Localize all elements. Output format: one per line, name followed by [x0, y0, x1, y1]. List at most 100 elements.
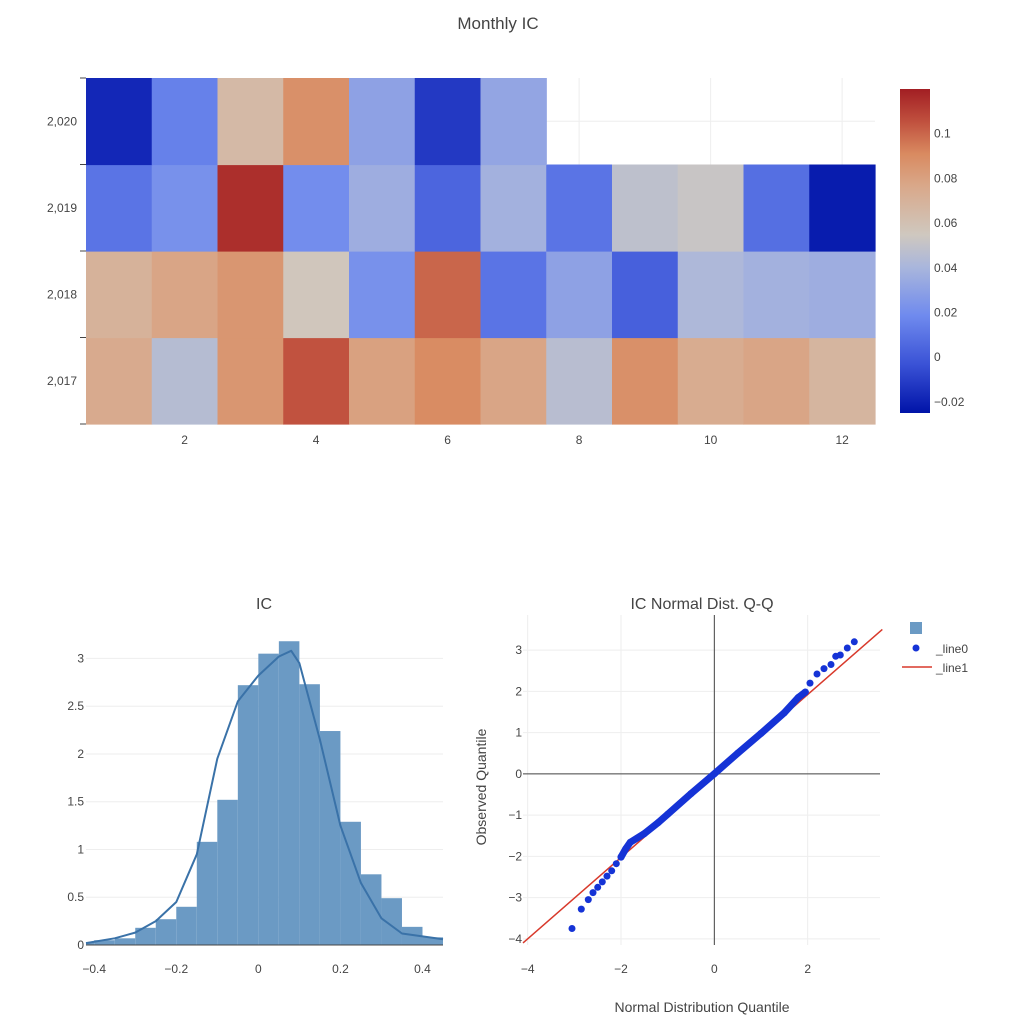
heatmap-cell — [151, 251, 219, 339]
qq-x-tick-label: −2 — [614, 962, 628, 976]
heatmap-cell — [86, 251, 153, 339]
histogram-y-tick-label: 0.5 — [67, 890, 84, 904]
histogram-y-tick-label: 1.5 — [67, 795, 84, 809]
qq-point — [568, 925, 576, 932]
histogram-bar — [319, 731, 341, 945]
legend: _line0 _line1 — [902, 622, 968, 675]
legend-swatch-histogram[interactable] — [910, 622, 922, 634]
heatmap-x-tick-label: 6 — [444, 433, 451, 447]
histogram-bar — [135, 927, 156, 945]
histogram-y-tick-label: 0 — [77, 938, 84, 952]
histogram-x-tick-label: −0.2 — [164, 962, 188, 976]
kde-line — [85, 649, 444, 945]
heatmap-cell — [677, 337, 745, 425]
qq-point — [801, 688, 809, 696]
heatmap-x-tick-label: 4 — [313, 433, 320, 447]
qq-point — [598, 878, 606, 886]
heatmap-x-tick-label: 8 — [576, 433, 583, 447]
qq-point — [608, 867, 616, 875]
heatmap-cell — [414, 78, 482, 166]
qq-points — [568, 638, 858, 932]
heatmap-cell — [349, 78, 416, 166]
qq-x-axis-title: Normal Distribution Quantile — [614, 999, 789, 1015]
colorbar-ticks: −0.02 0 0.02 0.04 0.06 0.08 0.1 — [934, 127, 965, 409]
heatmap-cell — [809, 251, 876, 339]
heatmap-cell — [283, 164, 350, 252]
heatmap-cell — [414, 337, 482, 425]
qq-y-tick-label: 0 — [515, 767, 522, 781]
histogram-bar — [86, 942, 95, 945]
heatmap-cell — [283, 337, 350, 425]
heatmap-cell — [86, 337, 153, 425]
histogram-bar — [422, 937, 443, 945]
heatmap-x-tick-label: 10 — [704, 433, 718, 447]
colorbar-tick-label: 0.04 — [934, 261, 958, 275]
qq-point — [836, 651, 844, 659]
heatmap-cell — [349, 337, 416, 425]
histogram-y-tick-label: 1 — [77, 842, 84, 856]
heatmap-cell — [283, 78, 350, 166]
heatmap-cell — [612, 251, 679, 339]
histogram-bar — [340, 821, 361, 945]
qq-point — [734, 749, 742, 757]
qq-x-tick-label: 2 — [804, 962, 811, 976]
qq-y-axis: −4 −3 −2 −1 0 1 2 3 — [508, 643, 522, 946]
histogram-y-tick-label: 3 — [77, 651, 84, 665]
legend-label-line1[interactable]: _line1 — [935, 661, 968, 675]
heatmap-cell — [809, 164, 876, 252]
histogram-bar — [196, 841, 218, 945]
histogram-bar — [258, 653, 279, 945]
colorbar-tick-label: 0.1 — [934, 127, 951, 141]
histogram-x-axis: −0.4 −0.2 0 0.2 0.4 — [82, 962, 431, 976]
heatmap-cell — [743, 337, 810, 425]
qq-point — [577, 905, 585, 913]
qq-point — [617, 853, 625, 861]
heatmap-cell — [809, 337, 876, 425]
heatmap-y-tick-label: 2,017 — [47, 374, 77, 388]
heatmap-x-tick-label: 2 — [181, 433, 188, 447]
qq-y-tick-label: 1 — [515, 726, 522, 740]
qq-point — [780, 709, 788, 717]
heatmap-cell — [480, 337, 547, 425]
qq-point — [589, 889, 597, 897]
heatmap-y-tick-label: 2,019 — [47, 201, 77, 215]
heatmap-cells — [86, 78, 876, 425]
heatmap-cell — [349, 164, 416, 252]
qq-point — [850, 638, 858, 646]
qq-point — [654, 819, 662, 826]
histogram-bar — [155, 919, 177, 945]
heatmap-cell — [743, 164, 810, 252]
histogram-bar — [381, 898, 402, 945]
histogram-y-axis: 0 0.5 1 1.5 2 2.5 3 — [67, 651, 84, 952]
qq-y-tick-label: −4 — [508, 932, 522, 946]
heatmap-cell — [414, 164, 482, 252]
colorbar-tick-label: 0.02 — [934, 305, 958, 319]
qq-y-tick-label: −3 — [508, 891, 522, 905]
heatmap-cell — [546, 251, 613, 339]
qq-title: IC Normal Dist. Q-Q — [630, 596, 773, 613]
histogram-bar — [278, 641, 300, 945]
heatmap-cell — [480, 251, 547, 339]
heatmap-cell — [414, 251, 482, 339]
heatmap-x-axis: 2 4 6 8 10 12 — [181, 433, 849, 447]
heatmap-cell — [612, 164, 679, 252]
heatmap-cell — [546, 164, 613, 252]
heatmap-cell — [546, 337, 613, 425]
legend-swatch-line0[interactable] — [912, 644, 920, 652]
heatmap-x-tick-label: 12 — [835, 433, 849, 447]
qq-y-tick-label: 3 — [515, 643, 522, 657]
heatmap-cell — [217, 251, 284, 339]
qq-point — [603, 872, 611, 880]
histogram-bar — [299, 684, 320, 945]
qq-point — [806, 679, 814, 687]
histogram-bar — [237, 685, 259, 945]
colorbar — [900, 89, 930, 413]
heatmap-cell — [86, 164, 153, 252]
qq-point — [687, 790, 695, 798]
heatmap-cell — [151, 78, 219, 166]
histogram-bar — [94, 940, 115, 945]
legend-label-line0[interactable]: _line0 — [935, 642, 968, 656]
qq-point — [843, 644, 851, 652]
qq-x-tick-label: −4 — [521, 962, 535, 976]
